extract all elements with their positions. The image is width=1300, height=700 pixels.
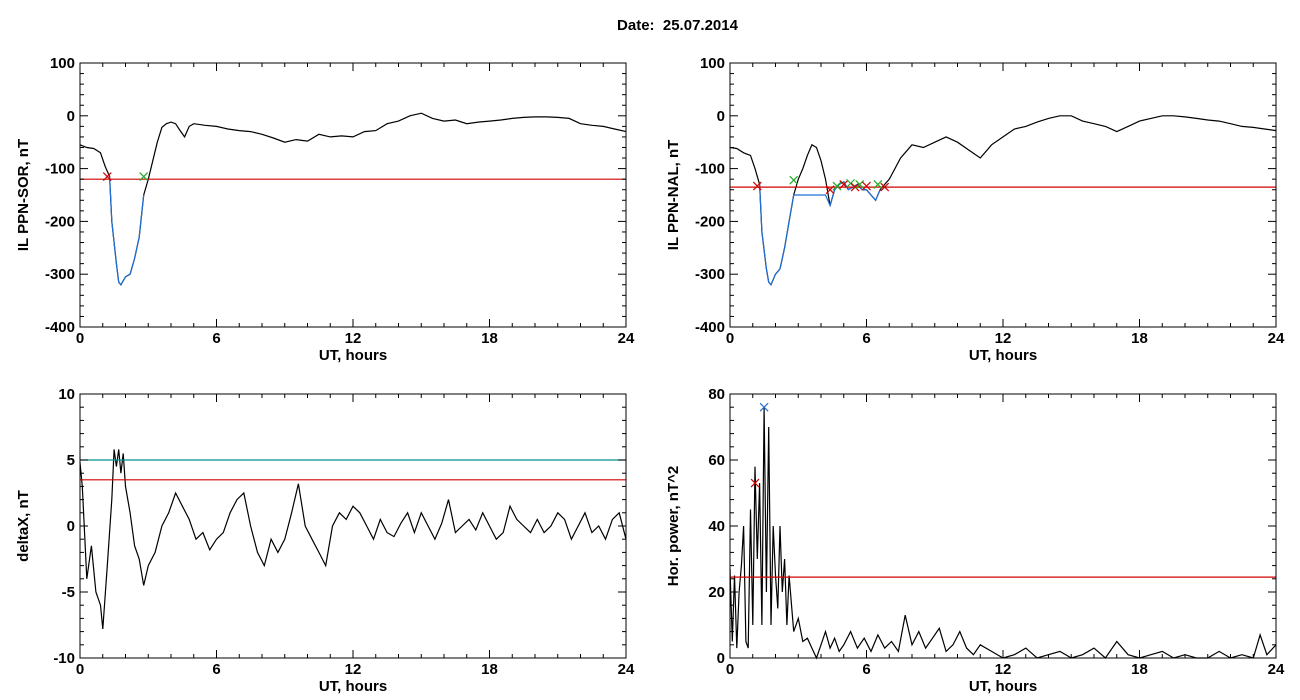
x-tick-label: 6 <box>212 330 220 347</box>
y-axis-label: Hor. power, nT^2 <box>665 466 682 586</box>
y-tick-label: -5 <box>62 584 75 601</box>
y-tick-label: -300 <box>695 266 725 283</box>
figure-title: Date: 25.07.2014 <box>617 17 738 34</box>
x-tick-label: 18 <box>1131 661 1148 678</box>
cross-marker-7 <box>855 180 865 189</box>
y-tick-label: 0 <box>717 108 725 125</box>
y-tick-label: -200 <box>695 213 725 230</box>
cross-marker-5 <box>846 178 855 188</box>
y-tick-label: -100 <box>695 161 725 178</box>
cross-marker-1 <box>759 402 769 412</box>
x-tick-label: 12 <box>995 661 1012 678</box>
cross-marker-0 <box>102 172 112 181</box>
y-tick-label: -400 <box>45 319 75 336</box>
panel-il-ppn-sor: 0 6 12 18 24 -400 -300 -200 -100 0 100 UT, hours IL … <box>15 55 635 364</box>
series-line-0 <box>79 449 627 630</box>
cross-marker-8 <box>862 181 871 191</box>
plot-frame <box>79 62 627 328</box>
series-line-1 <box>759 180 881 286</box>
series-line-0 <box>729 407 1277 660</box>
y-tick-label: 0 <box>67 108 75 125</box>
y-tick-label: -300 <box>45 266 75 283</box>
x-axis-label: UT, hours <box>969 678 1037 695</box>
y-axis-label: deltaX, nT <box>15 490 32 562</box>
x-tick-label: 24 <box>618 330 635 347</box>
x-tick-label: 24 <box>618 661 635 678</box>
y-tick-label: 0 <box>67 518 75 535</box>
cross-marker-2 <box>825 185 835 195</box>
y-tick-label: -200 <box>45 213 75 230</box>
x-axis-label: UT, hours <box>319 678 387 695</box>
y-tick-label: -10 <box>53 650 75 667</box>
cross-marker-9 <box>873 180 883 189</box>
y-tick-label: 100 <box>50 55 75 72</box>
x-tick-label: 24 <box>1268 330 1285 347</box>
y-tick-label: -400 <box>695 319 725 336</box>
panel-il-ppn-nal: 0 6 12 18 24 -400 -300 -200 -100 0 100 UT, hours IL … <box>665 55 1285 364</box>
y-tick-label: 5 <box>67 452 75 469</box>
cross-marker-10 <box>880 182 890 192</box>
cross-marker-1 <box>789 175 799 185</box>
y-axis-label: IL PPN-NAL, nT <box>665 140 682 251</box>
x-tick-label: 12 <box>345 330 362 347</box>
series-line-0 <box>729 115 1277 286</box>
series-line-0 <box>79 112 627 286</box>
x-axis-label: UT, hours <box>969 347 1037 364</box>
x-tick-label: 18 <box>481 330 498 347</box>
y-tick-label: 40 <box>708 518 725 535</box>
y-tick-label: 20 <box>708 584 725 601</box>
cross-marker-3 <box>832 181 842 191</box>
y-tick-label: 60 <box>708 452 725 469</box>
x-tick-label: 6 <box>862 661 870 678</box>
plot-frame <box>729 393 1277 659</box>
cross-marker-0 <box>750 478 760 488</box>
x-tick-label: 18 <box>1131 330 1148 347</box>
cross-marker-0 <box>752 181 762 191</box>
x-tick-label: 0 <box>726 661 734 678</box>
x-tick-label: 0 <box>76 330 84 347</box>
x-tick-label: 18 <box>481 661 498 678</box>
y-tick-label: 100 <box>700 55 725 72</box>
y-tick-label: 10 <box>58 386 75 403</box>
x-tick-label: 6 <box>212 661 220 678</box>
cross-marker-6 <box>850 182 860 192</box>
y-tick-label: -100 <box>45 161 75 178</box>
x-tick-label: 24 <box>1268 661 1285 678</box>
x-tick-label: 12 <box>995 330 1012 347</box>
cross-marker-1 <box>139 172 149 181</box>
panel-deltax: 0 6 12 18 24 -10 -5 0 5 10 UT, hours deltaX, nT <box>15 386 635 695</box>
x-tick-label: 0 <box>726 330 734 347</box>
x-tick-label: 12 <box>345 661 362 678</box>
x-tick-label: 6 <box>862 330 870 347</box>
y-tick-label: 80 <box>708 386 725 403</box>
series-line-1 <box>109 176 145 286</box>
panel-hor-power: 0 6 12 18 24 0 20 40 60 80 UT, hours Hor. power, nT… <box>665 386 1285 695</box>
y-axis-label: IL PPN-SOR, nT <box>15 139 32 251</box>
y-tick-label: 0 <box>717 650 725 667</box>
x-tick-label: 0 <box>76 661 84 678</box>
x-axis-label: UT, hours <box>319 347 387 364</box>
